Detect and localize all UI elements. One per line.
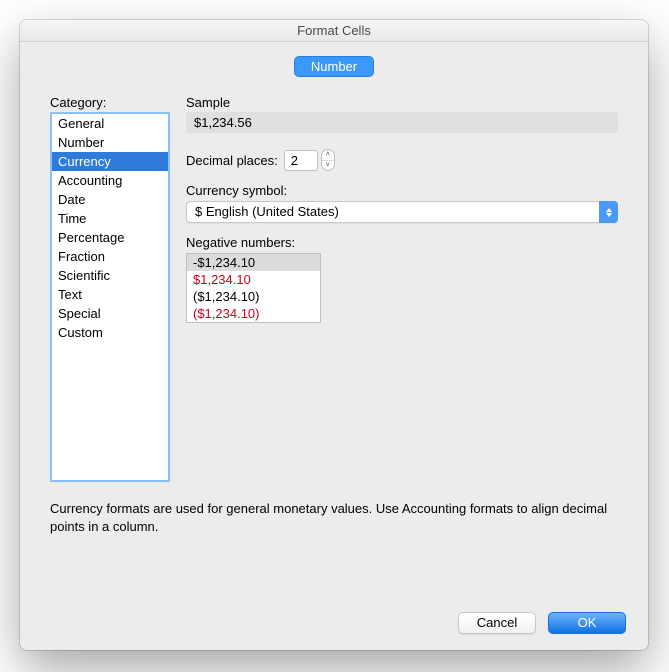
decimal-places-label: Decimal places: — [186, 153, 278, 168]
negative-numbers-list[interactable]: -$1,234.10$1,234.10($1,234.10)($1,234.10… — [186, 253, 321, 323]
negative-numbers-label: Negative numbers: — [186, 235, 618, 250]
sample-label: Sample — [186, 95, 618, 110]
stepper-down-icon[interactable]: ˅ — [322, 161, 334, 171]
ok-button[interactable]: OK — [548, 612, 626, 634]
button-bar: Cancel OK — [458, 612, 626, 634]
category-label: Category: — [50, 95, 170, 110]
decimal-places-stepper[interactable]: ˄ ˅ — [321, 149, 335, 171]
currency-symbol-value: $ English (United States) — [186, 201, 618, 223]
category-item[interactable]: Fraction — [52, 247, 168, 266]
negative-number-item[interactable]: $1,234.10 — [187, 271, 320, 288]
negative-number-item[interactable]: ($1,234.10) — [187, 305, 320, 322]
window-title: Format Cells — [20, 20, 648, 42]
category-item[interactable]: Custom — [52, 323, 168, 342]
category-item[interactable]: Currency — [52, 152, 168, 171]
category-item[interactable]: Date — [52, 190, 168, 209]
category-item[interactable]: Number — [52, 133, 168, 152]
currency-symbol-select[interactable]: $ English (United States) — [186, 201, 618, 223]
category-item[interactable]: General — [52, 114, 168, 133]
category-item[interactable]: Special — [52, 304, 168, 323]
category-item[interactable]: Scientific — [52, 266, 168, 285]
cancel-button[interactable]: Cancel — [458, 612, 536, 634]
dialog-content: Category: GeneralNumberCurrencyAccountin… — [20, 87, 648, 482]
negative-number-item[interactable]: -$1,234.10 — [187, 254, 320, 271]
category-list[interactable]: GeneralNumberCurrencyAccountingDateTimeP… — [50, 112, 170, 482]
format-description: Currency formats are used for general mo… — [20, 482, 648, 535]
category-item[interactable]: Text — [52, 285, 168, 304]
format-cells-dialog: Format Cells Number Category: GeneralNum… — [20, 20, 648, 650]
tab-number[interactable]: Number — [294, 56, 374, 77]
sample-value: $1,234.56 — [186, 112, 618, 133]
category-item[interactable]: Percentage — [52, 228, 168, 247]
dropdown-arrows-icon — [599, 201, 618, 223]
category-item[interactable]: Accounting — [52, 171, 168, 190]
currency-symbol-label: Currency symbol: — [186, 183, 618, 198]
negative-number-item[interactable]: ($1,234.10) — [187, 288, 320, 305]
category-item[interactable]: Time — [52, 209, 168, 228]
stepper-up-icon[interactable]: ˄ — [322, 150, 334, 161]
decimal-places-input[interactable] — [284, 150, 318, 171]
tab-bar: Number — [20, 42, 648, 87]
